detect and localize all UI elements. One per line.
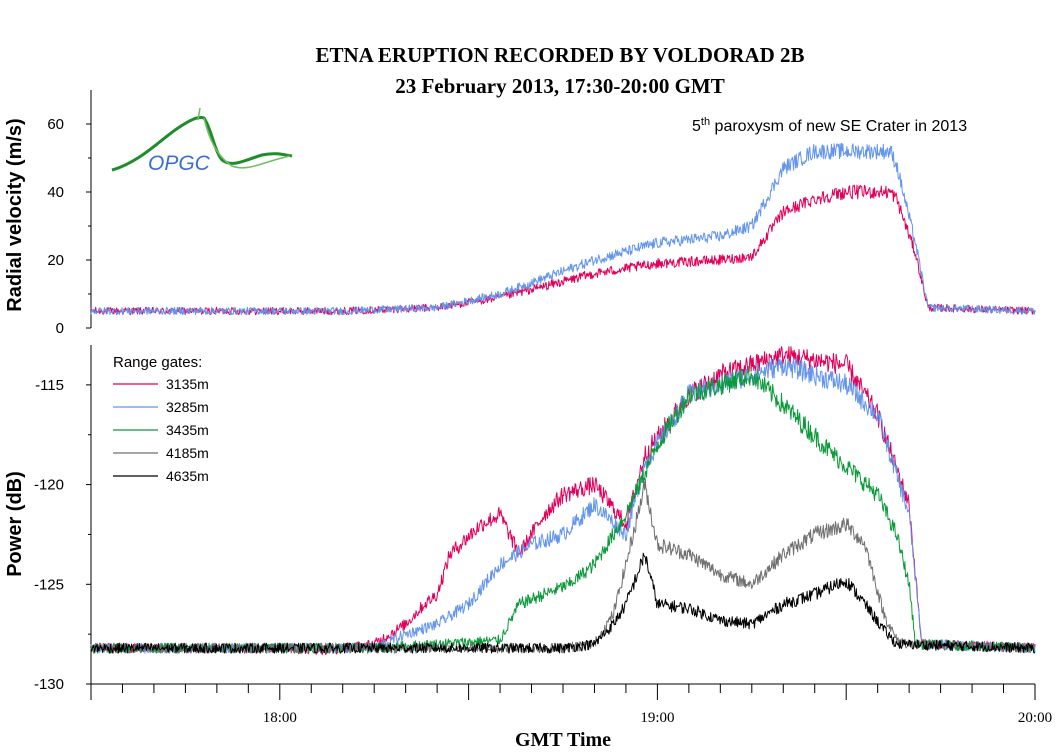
series-line-velocity-2 bbox=[90, 142, 1036, 316]
logo-plume bbox=[197, 107, 291, 169]
legend-label-3135m: 3135m bbox=[166, 376, 209, 392]
series-line-3285m bbox=[90, 357, 1036, 654]
x-axis-label: GMT Time bbox=[515, 729, 611, 751]
opgc-logo: OPGC bbox=[111, 107, 293, 175]
series-line-3135m bbox=[90, 346, 1036, 656]
series-line-4185m bbox=[90, 478, 1036, 654]
top-series-group bbox=[90, 142, 1036, 316]
top-ytick-label: 40 bbox=[47, 184, 64, 201]
annotation-superscript: th bbox=[701, 116, 710, 128]
legend-label-4185m: 4185m bbox=[166, 445, 209, 461]
bottom-ytick-label: -125 bbox=[34, 576, 64, 593]
logo-text: OPGC bbox=[148, 152, 211, 175]
legend-label-4635m: 4635m bbox=[166, 468, 209, 484]
legend: Range gates: 3135m 3285m 3435m 4185m 4635m bbox=[113, 354, 209, 484]
annotation-number: 5 bbox=[692, 118, 701, 135]
axis-ticks: 0 20 40 60 -130 -125 -120 -115 18:00 19:00 20:00 bbox=[34, 116, 1052, 726]
bottom-ytick-label: -115 bbox=[35, 377, 64, 394]
top-ytick-label: 60 bbox=[47, 116, 64, 133]
series-line-4635m bbox=[90, 552, 1036, 654]
xtick-label: 20:00 bbox=[1018, 710, 1052, 726]
xtick-label: 19:00 bbox=[640, 710, 674, 726]
bottom-ytick-label: -120 bbox=[34, 477, 64, 494]
bottom-series-group bbox=[90, 346, 1036, 656]
bottom-y-axis-label: Power (dB) bbox=[4, 471, 26, 577]
legend-title: Range gates: bbox=[113, 354, 202, 371]
top-y-axis-label: Radial velocity (m/s) bbox=[4, 118, 26, 311]
top-ytick-label: 0 bbox=[56, 320, 64, 337]
chart-title: ETNA ERUPTION RECORDED BY VOLDORAD 2B bbox=[315, 43, 804, 67]
top-ytick-label: 20 bbox=[47, 252, 64, 269]
annotation: 5th paroxysm of new SE Crater in 2013 bbox=[692, 116, 967, 135]
chart-subtitle: 23 February 2013, 17:30-20:00 GMT bbox=[395, 74, 725, 98]
logo-mountain-curve bbox=[111, 116, 293, 172]
xtick-label: 18:00 bbox=[263, 710, 297, 726]
legend-label-3285m: 3285m bbox=[166, 399, 209, 415]
series-line-velocity-1 bbox=[90, 184, 1036, 316]
legend-label-3435m: 3435m bbox=[166, 422, 209, 438]
annotation-text: paroxysm of new SE Crater in 2013 bbox=[710, 118, 967, 135]
legend-items: 3135m 3285m 3435m 4185m 4635m bbox=[113, 376, 209, 484]
series-line-3435m bbox=[90, 365, 1036, 654]
bottom-ytick-label: -130 bbox=[34, 676, 64, 693]
